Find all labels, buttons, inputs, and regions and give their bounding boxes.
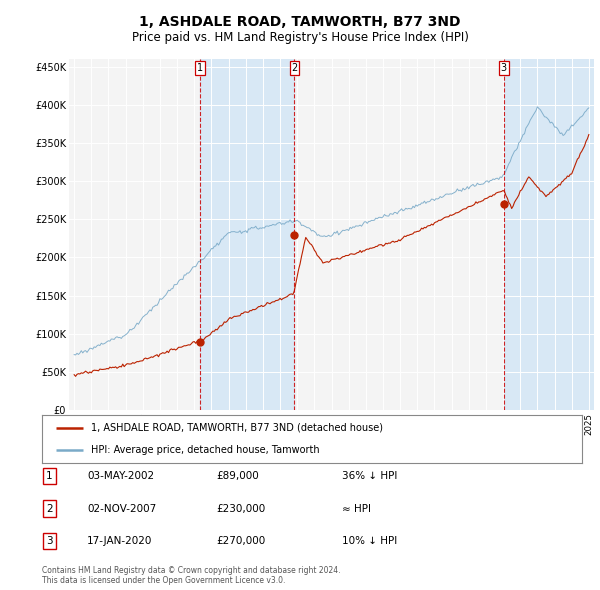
Text: 02-NOV-2007: 02-NOV-2007 — [87, 504, 156, 513]
Text: 3: 3 — [500, 63, 507, 73]
Text: Price paid vs. HM Land Registry's House Price Index (HPI): Price paid vs. HM Land Registry's House … — [131, 31, 469, 44]
Text: ≈ HPI: ≈ HPI — [342, 504, 371, 513]
Text: 36% ↓ HPI: 36% ↓ HPI — [342, 471, 397, 481]
Text: 2: 2 — [46, 504, 53, 513]
Text: 17-JAN-2020: 17-JAN-2020 — [87, 536, 152, 546]
Text: 03-MAY-2002: 03-MAY-2002 — [87, 471, 154, 481]
Text: £270,000: £270,000 — [216, 536, 265, 546]
Text: 3: 3 — [46, 536, 53, 546]
Text: 10% ↓ HPI: 10% ↓ HPI — [342, 536, 397, 546]
Text: 1, ASHDALE ROAD, TAMWORTH, B77 3ND: 1, ASHDALE ROAD, TAMWORTH, B77 3ND — [139, 15, 461, 29]
Text: 1: 1 — [197, 63, 203, 73]
Text: £89,000: £89,000 — [216, 471, 259, 481]
Text: 1: 1 — [46, 471, 53, 481]
Text: Contains HM Land Registry data © Crown copyright and database right 2024.
This d: Contains HM Land Registry data © Crown c… — [42, 566, 341, 585]
Text: 2: 2 — [292, 63, 298, 73]
Text: £230,000: £230,000 — [216, 504, 265, 513]
Text: 1, ASHDALE ROAD, TAMWORTH, B77 3ND (detached house): 1, ASHDALE ROAD, TAMWORTH, B77 3ND (deta… — [91, 423, 383, 433]
Bar — [504, 59, 598, 410]
Bar — [200, 59, 295, 410]
Text: HPI: Average price, detached house, Tamworth: HPI: Average price, detached house, Tamw… — [91, 445, 319, 455]
